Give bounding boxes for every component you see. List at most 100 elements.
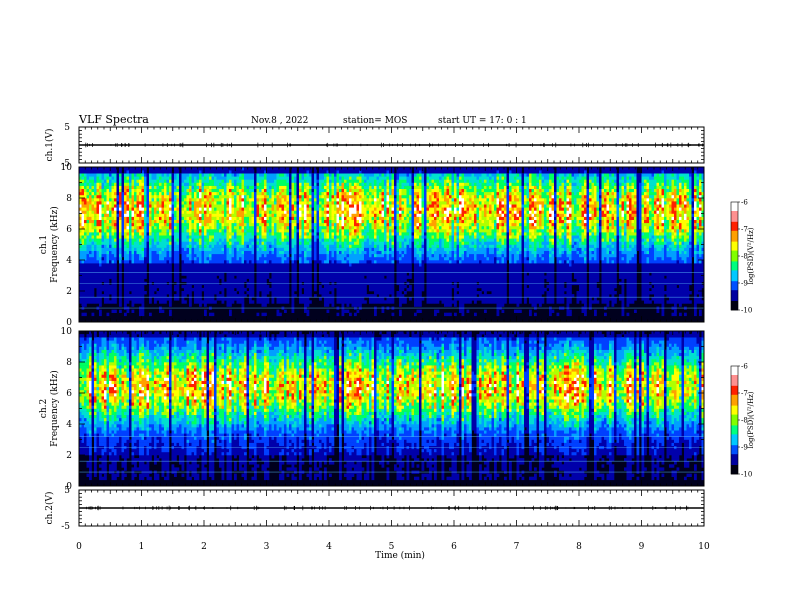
- ch1-spectrogram-cell: [141, 213, 145, 217]
- ch1-spectrogram-cell: [309, 201, 312, 205]
- ch1-spectrogram-cell: [89, 287, 92, 292]
- ch1-spectrogram-cell: [276, 309, 280, 313]
- ch1-spectrogram-cell: [269, 194, 272, 199]
- ch1-spectrogram-cell: [89, 297, 92, 301]
- ch1-spectrogram-cell: [199, 216, 202, 220]
- ch1-spectrogram-cell: [231, 269, 235, 273]
- ch1-spectrogram-cell: [176, 272, 180, 276]
- ch1-spectrogram-cell: [346, 269, 350, 273]
- ch1-spectrogram-cell: [121, 247, 125, 251]
- ch1-spectrogram-cell: [286, 297, 290, 301]
- ch1-spectrogram-cell: [341, 167, 345, 171]
- ch1-spectrogram-cell: [326, 241, 330, 245]
- ch1-spectrogram-cell: [254, 204, 257, 208]
- ch1-spectrogram-cell: [331, 303, 335, 307]
- ch1-spectrogram-cell: [94, 256, 97, 261]
- ch1-spectrogram-cell: [89, 269, 92, 273]
- ch1-spectrogram-cell: [256, 201, 260, 205]
- ch1-spectrogram-cell: [294, 260, 297, 264]
- ch1-spectrogram-cell: [306, 213, 310, 217]
- ch1-spectrogram-cell: [314, 198, 317, 202]
- ch1-spectrogram-cell: [136, 219, 140, 224]
- ch1-spectrogram-cell: [136, 269, 140, 273]
- ch1-spectrogram-cell: [119, 179, 122, 183]
- ch1-spectrogram-cell: [134, 297, 137, 301]
- ch1-spectrogram-cell: [219, 207, 222, 211]
- ch1-spectrogram-cell: [216, 263, 220, 267]
- ch1-spectrogram-cell: [216, 207, 220, 211]
- ch1-spectrogram-cell: [229, 291, 232, 295]
- ch1-spectrogram-cell: [109, 222, 112, 227]
- ch1-spectrogram-cell: [294, 294, 297, 298]
- ch1-spectrogram-cell: [281, 235, 285, 239]
- ch1-spectrogram-cell: [126, 278, 130, 282]
- ch1-spectrogram-cell: [256, 207, 260, 211]
- ch1-spectrogram-cell: [339, 204, 342, 208]
- ch1-spectrogram-cell: [309, 235, 312, 239]
- ch1-spectrogram-cell: [96, 210, 100, 214]
- ch1-spectrogram-cell: [304, 284, 307, 289]
- ch1-spectrogram-cell: [331, 287, 335, 292]
- ch1-spectrogram-cell: [206, 210, 210, 214]
- ch1-spectrogram-cell: [81, 194, 85, 199]
- ch1-spectrogram-cell: [139, 182, 142, 186]
- ch1-spectrogram-cell: [111, 232, 115, 236]
- ch1-spectrogram-cell: [304, 278, 307, 282]
- ch1-spectrogram-cell: [196, 176, 200, 180]
- ch1-spectrogram-cell: [269, 263, 272, 267]
- ch1-spectrogram-cell: [134, 263, 137, 267]
- ch1-spectrogram-cell: [286, 191, 290, 196]
- ch1-spectrogram-cell: [241, 247, 245, 251]
- ch1-spectrogram-cell: [199, 272, 202, 276]
- ch1-spectrogram-cell: [164, 191, 167, 196]
- ch1-spectrogram-cell: [241, 198, 245, 202]
- ch1-spectrogram-cell: [156, 170, 160, 174]
- ch1-spectrogram-cell: [236, 173, 240, 177]
- ch1-spectrogram-cell: [124, 238, 127, 242]
- ch1-spectrogram-cell: [236, 176, 240, 180]
- ch1-spectrogram-cell: [184, 229, 187, 233]
- ch1-spectrogram-cell: [146, 238, 150, 242]
- ch1-spectrogram-cell: [226, 232, 230, 236]
- ch1-spectrogram-cell: [144, 232, 147, 236]
- ch1-spectrogram-cell: [99, 238, 102, 242]
- ch1-spectrogram-cell: [261, 260, 265, 264]
- ch1-spectrogram-cell: [159, 247, 162, 251]
- ch1-spectrogram-cell: [339, 201, 342, 205]
- ch1-spectrogram-cell: [126, 309, 130, 313]
- ch1-spectrogram-cell: [181, 213, 185, 217]
- ch1-spectrogram-cell: [316, 210, 320, 214]
- ch1-spectrogram-cell: [286, 229, 290, 233]
- ch1-spectrogram-cell: [309, 238, 312, 242]
- ch1-spectrogram-cell: [121, 173, 125, 177]
- ch1-spectrogram-cell: [231, 191, 235, 196]
- ch1-spectrogram-cell: [121, 238, 125, 242]
- ch1-spectrogram-cell: [284, 266, 287, 270]
- ch1-spectrogram-cell: [194, 235, 197, 239]
- ch1-spectrogram-cell: [281, 207, 285, 211]
- ch1-spectrogram-cell: [216, 219, 220, 224]
- ch1-spectrogram-cell: [276, 275, 280, 279]
- ch1-spectrogram-cell: [284, 232, 287, 236]
- ch1-spectrogram-cell: [181, 294, 185, 298]
- ch1-spectrogram-cell: [274, 201, 277, 205]
- ch1-spectrogram-cell: [349, 219, 352, 224]
- ch1-spectrogram-cell: [246, 207, 250, 211]
- ch1-spectrogram-cell: [301, 263, 305, 267]
- ch1-spectrogram-cell: [84, 185, 87, 189]
- ch1-spectrogram-cell: [326, 278, 330, 282]
- ch1-spectrogram-cell: [271, 182, 275, 186]
- ch1-spectrogram-cell: [211, 263, 215, 267]
- ch1-spectrogram-cell: [234, 170, 237, 174]
- ch1-spectrogram-cell: [346, 225, 350, 230]
- ch1-spectrogram-cell: [279, 194, 282, 199]
- ch1-spectrogram-cell: [86, 275, 90, 279]
- ch1-spectrogram-cell: [344, 188, 347, 193]
- ch1-spectrogram-cell: [209, 244, 212, 248]
- ch1-spectrogram-cell: [126, 272, 130, 276]
- ch1-spectrogram-cell: [94, 173, 97, 177]
- ch1-spectrogram-cell: [246, 244, 250, 248]
- ch1-spectrogram-cell: [324, 229, 327, 233]
- ch1-spectrogram-cell: [314, 170, 317, 174]
- ch1-spectrogram-cell: [216, 291, 220, 295]
